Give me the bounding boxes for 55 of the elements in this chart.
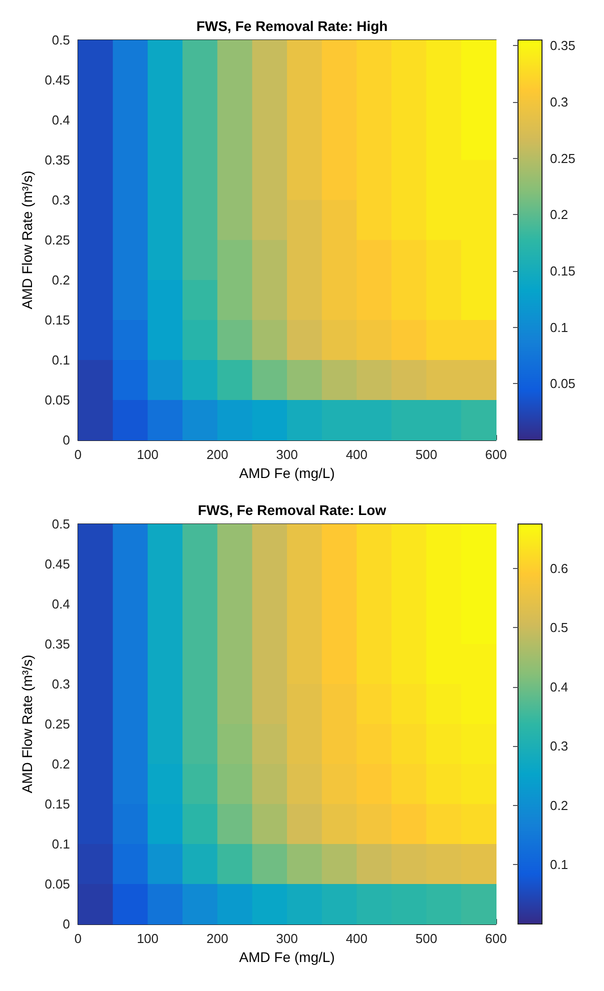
color-bar-label: 0.1 <box>550 320 568 335</box>
x-tick-label: 200 <box>206 447 228 462</box>
x-tick-label: 100 <box>136 447 159 462</box>
color-bar-label: 0.05 <box>550 376 576 392</box>
y-tick-label: 0 <box>62 916 70 932</box>
x-tick-label: 500 <box>415 931 438 946</box>
y-tick-label: 0.35 <box>44 636 70 652</box>
x-tick-label: 200 <box>206 931 228 946</box>
y-tick-label: 0.45 <box>44 556 70 572</box>
y-tick-label: 0.15 <box>44 312 70 328</box>
x-tick-label: 500 <box>415 447 438 462</box>
y-tick-label: 0.5 <box>52 32 70 48</box>
x-tick-label: 400 <box>346 931 368 946</box>
color-bar-label: 0.2 <box>550 207 568 222</box>
y-tick-label: 0.45 <box>44 72 70 88</box>
x-tick-label: 300 <box>276 931 298 946</box>
color-bar-label: 0.25 <box>550 150 576 166</box>
color-bar-label: 0.3 <box>550 738 568 754</box>
y-tick-label: 0.2 <box>52 756 70 772</box>
color-bar-label: 0.6 <box>550 560 568 576</box>
x-tick-label: 100 <box>136 931 159 946</box>
y-tick-label: 0.15 <box>44 796 70 812</box>
x-tick-label: 600 <box>485 447 507 462</box>
y-tick-label: 0.1 <box>52 352 70 368</box>
y-tick-label: 0 <box>62 432 70 448</box>
color-bar-label: 0.5 <box>550 620 568 636</box>
y-tick-label: 0.4 <box>52 596 70 612</box>
y-tick-label: 0.2 <box>52 272 70 288</box>
x-tick-label: 600 <box>485 931 507 946</box>
chart-title: FWS, Fe Removal Rate: Low <box>198 502 386 518</box>
chart-title: FWS, Fe Removal Rate: High <box>196 18 388 34</box>
y-tick-label: 0.3 <box>52 676 70 692</box>
y-tick-label: 0.35 <box>44 152 70 168</box>
y-tick-label: 0.05 <box>44 392 70 408</box>
x-tick-label: 0 <box>74 931 82 946</box>
y-axis-title: AMD Flow Rate (m³/s) <box>18 654 35 794</box>
y-tick-label: 0.1 <box>52 836 70 852</box>
y-tick-label: 0.5 <box>52 516 70 532</box>
y-tick-label: 0.3 <box>52 192 70 208</box>
color-bar-label: 0.2 <box>550 798 568 813</box>
y-tick-label: 0.25 <box>44 716 70 732</box>
y-axis-title: AMD Flow Rate (m³/s) <box>18 170 35 310</box>
color-bar-label: 0.3 <box>550 94 568 110</box>
x-tick-label: 300 <box>276 447 298 462</box>
x-tick-label: 0 <box>74 447 82 462</box>
color-bar-label: 0.4 <box>550 679 568 694</box>
x-axis-title: AMD Fe (mg/L) <box>239 465 335 481</box>
y-tick-label: 0.4 <box>52 112 70 128</box>
color-bar-label: 0.1 <box>550 857 568 872</box>
color-bar-label: 0.15 <box>550 263 576 278</box>
x-tick-label: 400 <box>346 447 368 462</box>
y-tick-label: 0.05 <box>44 876 70 892</box>
y-tick-label: 0.25 <box>44 232 70 248</box>
x-axis-title: AMD Fe (mg/L) <box>239 949 335 965</box>
color-bar-label: 0.35 <box>550 38 576 54</box>
